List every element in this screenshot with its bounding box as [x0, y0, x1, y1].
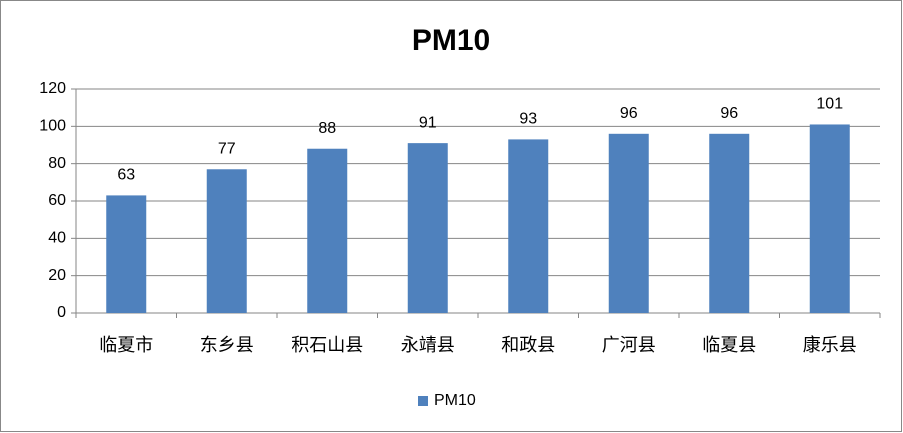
x-tick-label: 临夏县	[702, 335, 756, 356]
y-tick-label: 20	[48, 267, 66, 284]
y-tick-label: 80	[48, 155, 66, 172]
legend-label: PM10	[434, 392, 476, 409]
bar	[809, 124, 850, 313]
x-tick-label: 临夏市	[99, 335, 153, 356]
bar	[206, 169, 247, 313]
x-tick-label: 广河县	[602, 335, 656, 356]
x-tick-label: 积石山县	[291, 335, 363, 356]
data-label: 77	[218, 140, 236, 157]
y-tick-label: 40	[48, 230, 66, 247]
bar	[307, 148, 348, 313]
x-tick-label: 永靖县	[401, 335, 455, 356]
bar	[407, 143, 448, 313]
data-label: 88	[318, 120, 336, 137]
data-label: 101	[816, 96, 843, 113]
x-tick-label: 和政县	[501, 335, 555, 356]
y-tick-label: 0	[57, 304, 66, 321]
data-label: 96	[720, 105, 738, 122]
bar	[508, 139, 549, 313]
data-label: 93	[519, 111, 537, 128]
data-label: 96	[620, 105, 638, 122]
chart-title: PM10	[412, 24, 490, 57]
legend-swatch	[418, 396, 428, 406]
bar	[608, 133, 649, 313]
x-tick-label: 康乐县	[803, 335, 857, 356]
bar	[709, 133, 750, 313]
y-tick-label: 100	[39, 118, 66, 135]
y-tick-label: 60	[48, 192, 66, 209]
data-label: 91	[419, 114, 437, 131]
x-tick-label: 东乡县	[200, 335, 254, 356]
bar	[106, 195, 147, 313]
y-tick-label: 120	[39, 80, 66, 97]
data-label: 63	[117, 167, 135, 184]
